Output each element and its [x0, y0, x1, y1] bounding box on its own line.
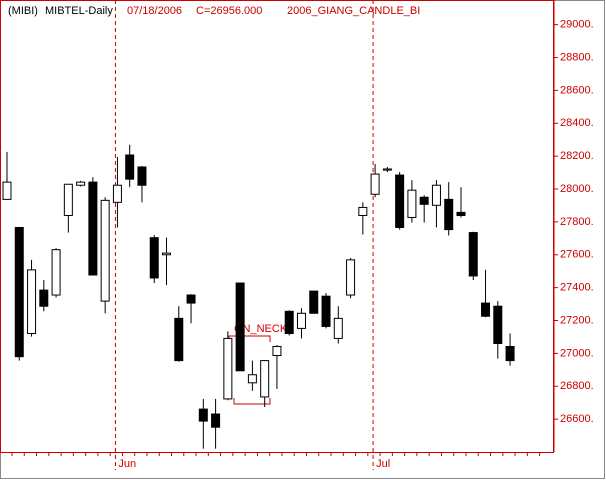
- candle-body: [333, 317, 343, 339]
- y-tick-label: 27200.: [560, 314, 594, 326]
- y-tick-label: 26600.: [560, 413, 594, 425]
- candle-body: [456, 211, 466, 216]
- y-tick-label: 29000.: [560, 19, 594, 31]
- candle-body: [162, 252, 172, 256]
- candle-body: [174, 317, 184, 362]
- candle-body: [505, 345, 515, 362]
- candle-body: [370, 173, 380, 195]
- candle-body: [358, 206, 368, 216]
- candle-body: [211, 413, 221, 428]
- x-tick-label: Jun: [118, 458, 136, 470]
- candle-body: [235, 282, 245, 372]
- candle-body: [149, 237, 159, 279]
- y-tick-label: 28200.: [560, 150, 594, 162]
- candle-body: [468, 232, 478, 277]
- candle-body: [444, 198, 454, 231]
- y-tick-label: 28000.: [560, 183, 594, 195]
- candle-body: [186, 294, 196, 304]
- candle-body: [321, 295, 331, 327]
- candle-body: [296, 312, 306, 329]
- candle-body: [2, 181, 12, 200]
- candle-body: [382, 168, 392, 171]
- candle-body: [272, 345, 282, 357]
- candle-body: [346, 259, 356, 296]
- x-tick-label: Jul: [376, 458, 390, 470]
- header-close: C=26956.000: [196, 5, 262, 17]
- candle-body: [63, 183, 73, 216]
- candle-body: [14, 226, 24, 358]
- candle-body: [419, 196, 429, 205]
- candle-body: [481, 302, 491, 317]
- candle-body: [39, 289, 49, 307]
- header-name: MIBTEL-Daily: [45, 5, 113, 17]
- header-date: 07/18/2006: [127, 5, 182, 17]
- candle-body: [493, 305, 503, 345]
- y-tick-label: 26800.: [560, 380, 594, 392]
- candle-body: [284, 310, 294, 334]
- candle-body: [395, 174, 405, 228]
- header-symbol: (MIBI): [8, 5, 38, 17]
- y-tick-label: 27600.: [560, 249, 594, 261]
- candle-body: [431, 184, 441, 206]
- candle-body: [260, 360, 270, 398]
- candle-body: [309, 290, 319, 314]
- y-tick-label: 28400.: [560, 117, 594, 129]
- y-tick-label: 27400.: [560, 282, 594, 294]
- candle-body: [247, 374, 257, 384]
- candle-body: [100, 199, 110, 302]
- candle-body: [51, 249, 61, 296]
- y-tick-label: 27000.: [560, 347, 594, 359]
- candle-body: [407, 189, 417, 218]
- candle-body: [112, 184, 122, 203]
- y-tick-label: 28600.: [560, 84, 594, 96]
- candle-body: [27, 269, 37, 334]
- candle-body: [198, 408, 208, 422]
- y-tick-label: 27800.: [560, 216, 594, 228]
- candle-body: [137, 166, 147, 186]
- header-study: 2006_GIANG_CANDLE_BI: [287, 5, 420, 17]
- candle-body: [76, 181, 86, 186]
- annotation: ON_NECK: [234, 323, 288, 335]
- y-tick-label: 28800.: [560, 51, 594, 63]
- candle-body: [88, 181, 98, 276]
- candle-body: [223, 337, 233, 400]
- candle-body: [125, 154, 135, 180]
